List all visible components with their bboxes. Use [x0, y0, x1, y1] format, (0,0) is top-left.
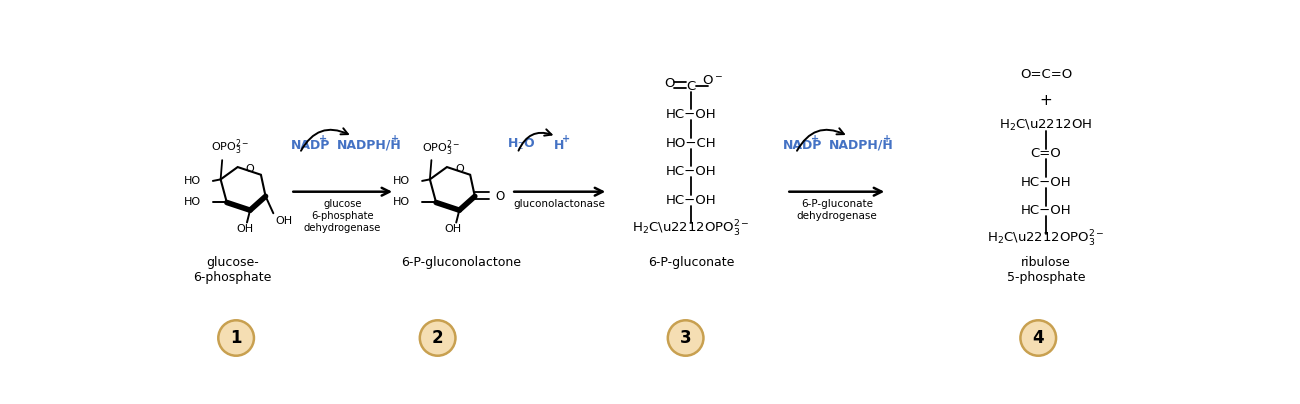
Text: 4: 4 [1032, 329, 1044, 347]
Text: O: O [455, 164, 464, 174]
Text: C: C [686, 80, 696, 93]
Text: C=O: C=O [1031, 147, 1061, 160]
Text: 1: 1 [230, 329, 242, 347]
Text: HC−OH: HC−OH [666, 165, 716, 178]
Text: HO−CH: HO−CH [666, 137, 716, 150]
Text: HC−OH: HC−OH [1020, 176, 1071, 189]
Text: gluconolactonase: gluconolactonase [514, 200, 606, 209]
FancyArrowPatch shape [302, 128, 348, 151]
Text: OH: OH [237, 224, 254, 234]
Text: +: + [318, 134, 328, 144]
Text: NADPH/H: NADPH/H [337, 139, 402, 152]
Text: HO: HO [185, 176, 202, 186]
Text: H$_2$C\u2212OPO$_3^{2-}$: H$_2$C\u2212OPO$_3^{2-}$ [632, 219, 750, 239]
FancyArrowPatch shape [519, 129, 551, 151]
Text: H$_2$C\u2212OH: H$_2$C\u2212OH [1000, 118, 1092, 133]
Text: HO: HO [394, 198, 411, 208]
Text: O=C=O: O=C=O [1020, 68, 1072, 81]
Text: +: + [562, 134, 569, 144]
Text: H$_2$C\u2212OPO$_3^{2-}$: H$_2$C\u2212OPO$_3^{2-}$ [987, 229, 1105, 250]
Text: OPO$_3^{2-}$: OPO$_3^{2-}$ [211, 137, 250, 157]
Text: +: + [1040, 93, 1053, 107]
Text: OH: OH [445, 225, 461, 234]
Circle shape [668, 320, 703, 356]
Text: HC−OH: HC−OH [1020, 204, 1071, 217]
Text: HO: HO [185, 198, 202, 208]
Text: HO: HO [394, 176, 411, 186]
Text: +: + [883, 134, 892, 144]
Circle shape [1020, 320, 1056, 356]
Text: 3: 3 [680, 329, 692, 347]
Text: glucose
6-phosphate
dehydrogenase: glucose 6-phosphate dehydrogenase [304, 200, 381, 233]
Text: NADP: NADP [290, 139, 330, 152]
Text: 2: 2 [432, 329, 443, 347]
Text: O$^-$: O$^-$ [702, 74, 723, 87]
Text: O: O [246, 164, 255, 174]
Text: 6-P-gluconate: 6-P-gluconate [647, 256, 734, 269]
Text: H$_2$O: H$_2$O [507, 137, 536, 152]
Circle shape [420, 320, 455, 356]
Text: +: + [391, 134, 399, 144]
Text: +: + [811, 134, 819, 144]
Text: ribulose
5-phosphate: ribulose 5-phosphate [1006, 256, 1086, 284]
Text: HC−OH: HC−OH [666, 194, 716, 207]
Text: NADP: NADP [783, 139, 822, 152]
Text: HC−OH: HC−OH [666, 108, 716, 121]
Text: 6-P-gluconolactone: 6-P-gluconolactone [400, 256, 521, 269]
Text: 6-P-gluconate
dehydrogenase: 6-P-gluconate dehydrogenase [797, 200, 878, 221]
Text: OH: OH [274, 216, 292, 226]
Text: glucose-
6-phosphate: glucose- 6-phosphate [194, 256, 272, 284]
Text: OPO$_3^{2-}$: OPO$_3^{2-}$ [421, 139, 460, 158]
Text: NADPH/H: NADPH/H [829, 139, 894, 152]
FancyArrowPatch shape [797, 128, 844, 151]
Circle shape [218, 320, 254, 356]
Text: O: O [664, 77, 675, 90]
Text: H: H [554, 139, 564, 152]
Text: O: O [495, 190, 504, 203]
